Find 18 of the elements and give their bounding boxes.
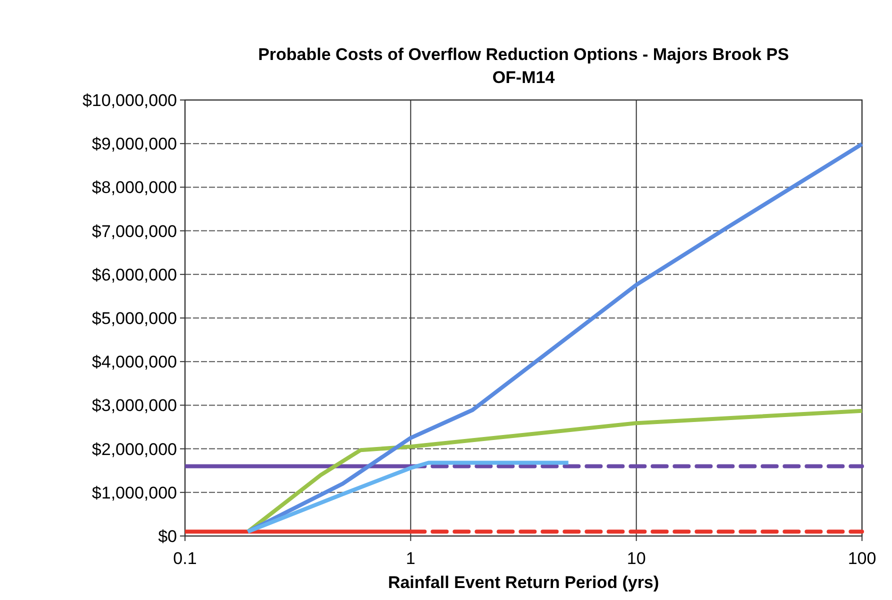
- y-tick-label: $10,000,000: [82, 90, 177, 110]
- y-tick-label: $7,000,000: [92, 222, 177, 241]
- y-tick-label: $1,000,000: [92, 483, 177, 502]
- chart-title: Probable Costs of Overflow Reduction Options - Majors Brook PS: [258, 45, 789, 64]
- y-tick-label: $4,000,000: [92, 352, 177, 372]
- y-tick-label: $5,000,000: [92, 308, 177, 328]
- y-tick-label: $0: [158, 526, 177, 546]
- y-tick-label: $2,000,000: [92, 440, 177, 459]
- x-tick-label: 1: [406, 549, 416, 568]
- chart-subtitle: OF-M14: [492, 68, 556, 87]
- x-tick-label: 100: [848, 549, 876, 568]
- x-tick-label: 0.1: [173, 549, 197, 568]
- y-tick-label: $3,000,000: [92, 396, 177, 416]
- y-tick-label: $9,000,000: [92, 134, 177, 154]
- y-tick-label: $8,000,000: [92, 178, 177, 198]
- y-tick-label: $6,000,000: [92, 265, 177, 284]
- x-tick-label: 10: [626, 549, 646, 568]
- x-axis-title: Rainfall Event Return Period (yrs): [388, 573, 660, 592]
